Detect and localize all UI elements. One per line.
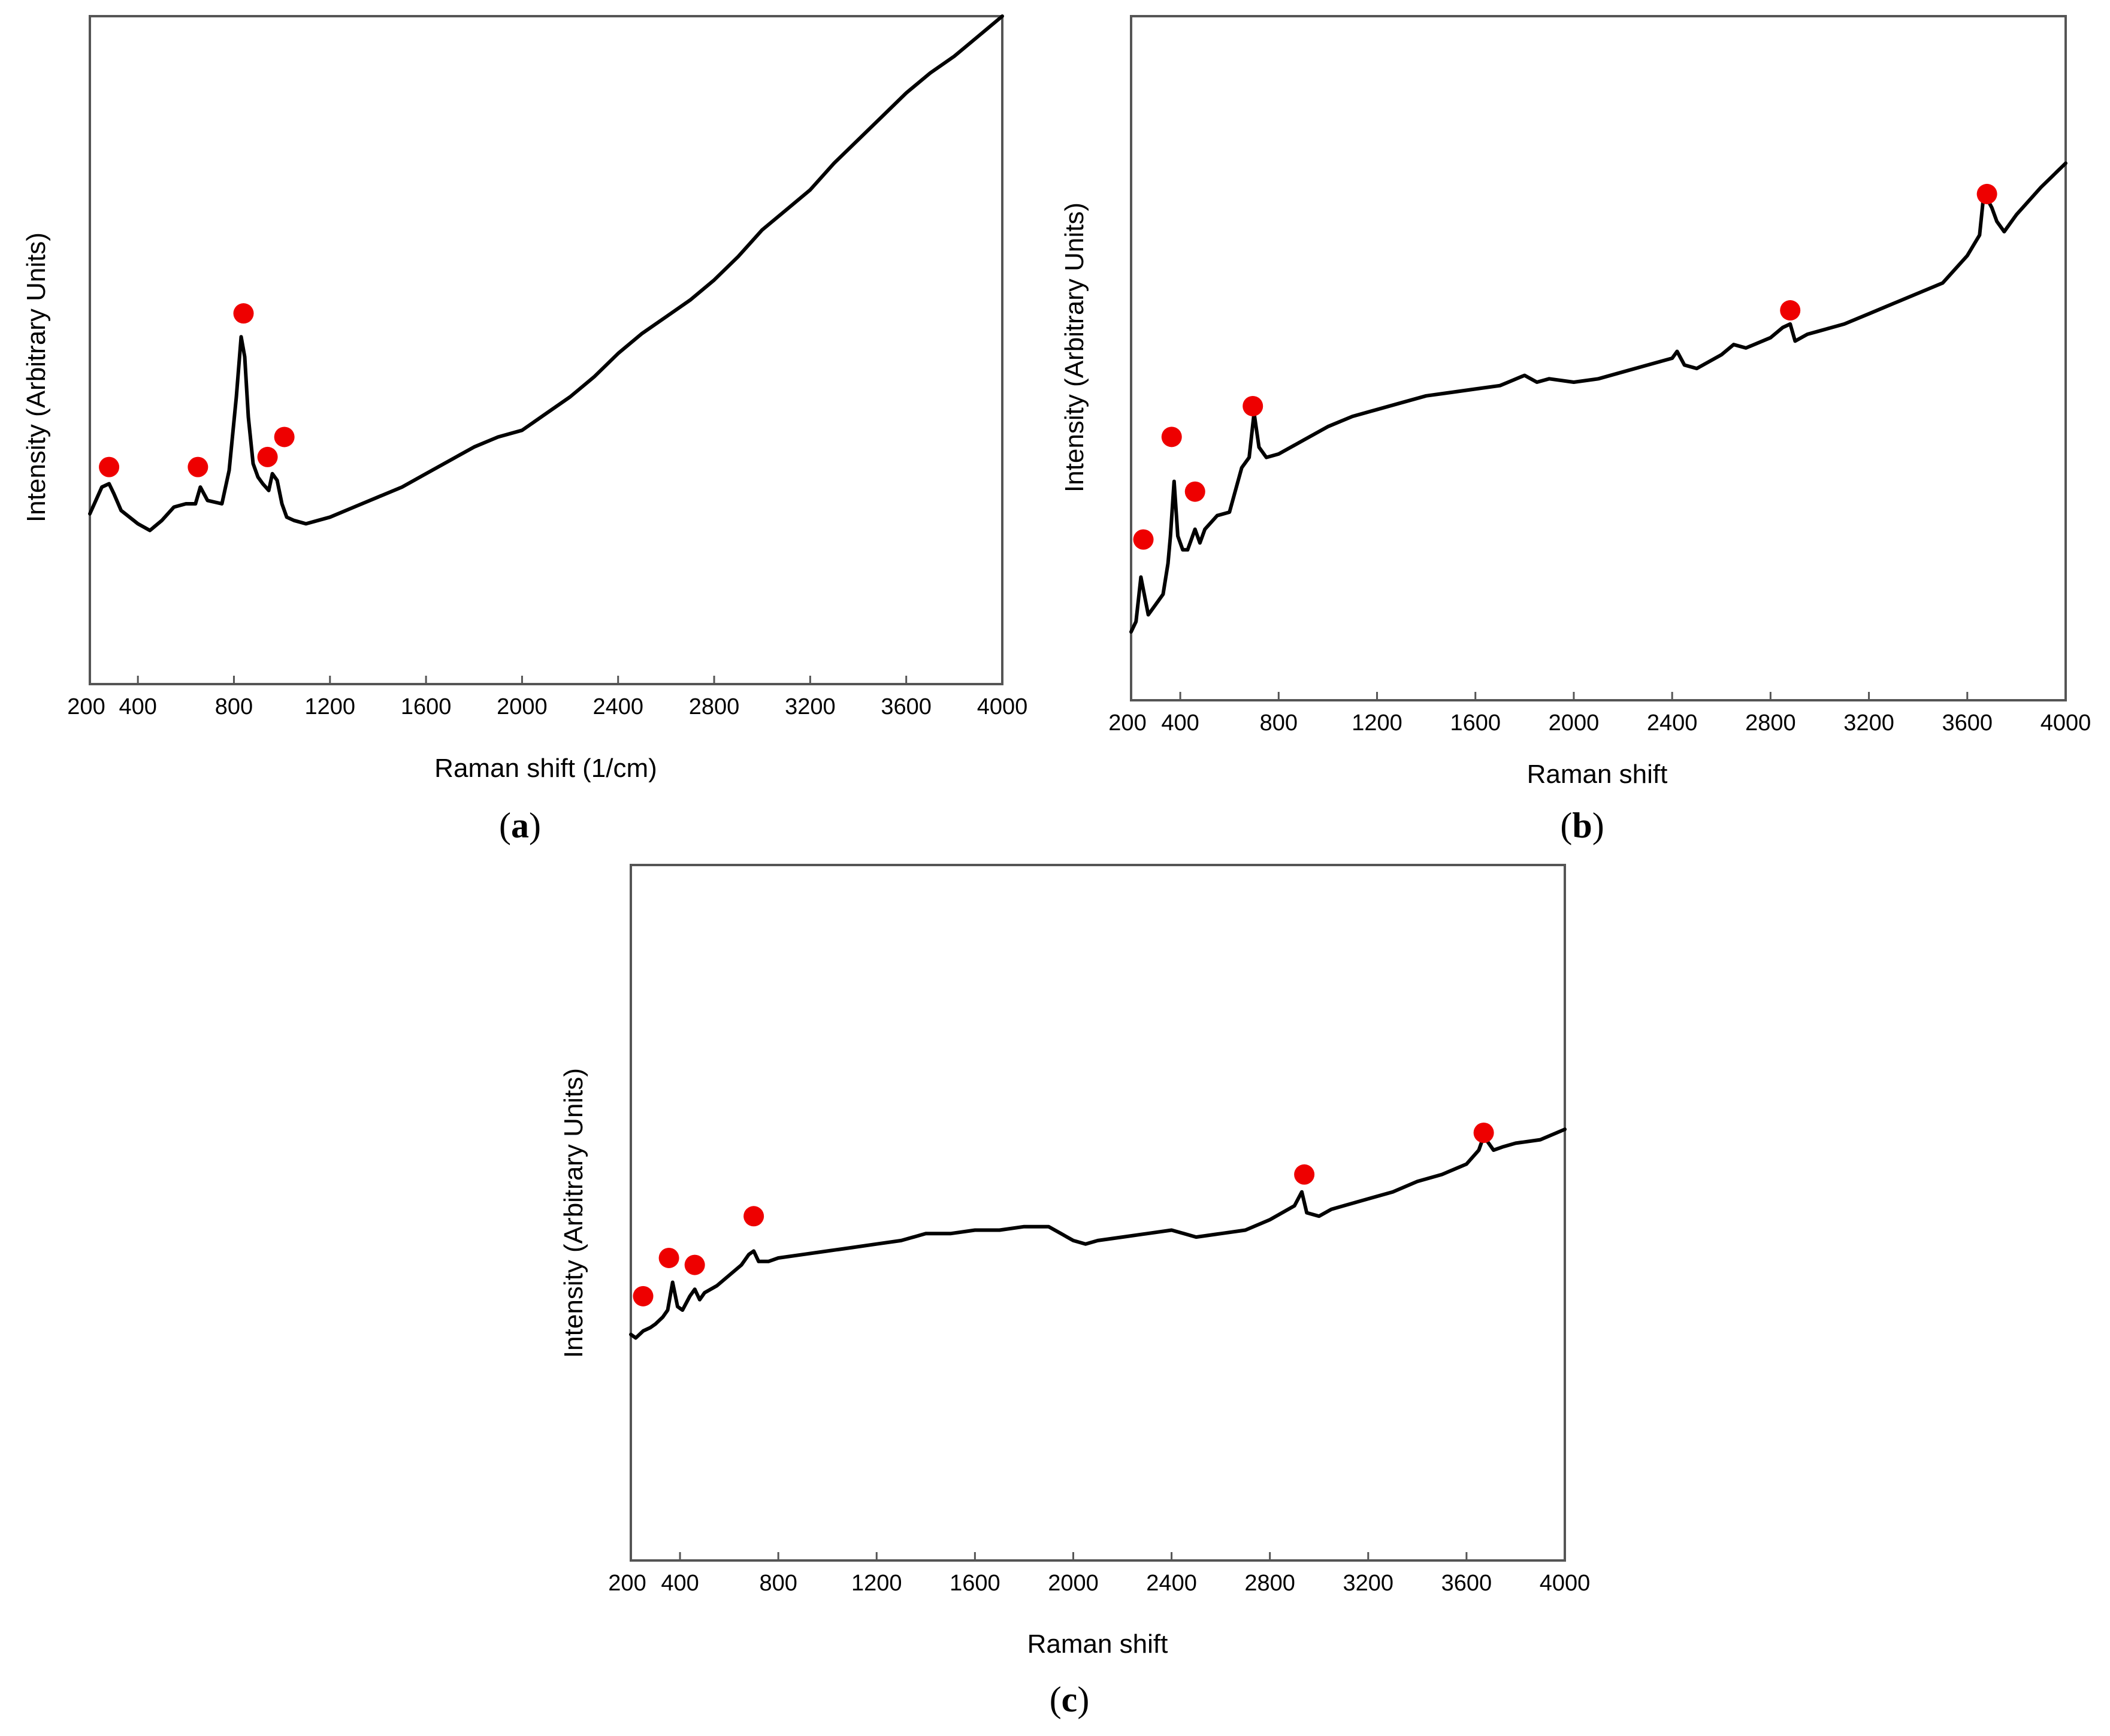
peak-markers-a <box>99 303 295 477</box>
x-tick-label: 1200 <box>1352 710 1402 736</box>
peak-marker <box>1184 481 1205 502</box>
x-tick-label: 3200 <box>1343 1571 1394 1596</box>
x-tick-label: 1200 <box>305 694 356 719</box>
panel-caption-a: (a) <box>499 806 541 845</box>
peak-marker <box>1473 1122 1494 1143</box>
x-tick-label: 2400 <box>1647 710 1698 736</box>
x-tick-label: 3600 <box>881 694 932 719</box>
x-tick-label: 800 <box>1260 710 1298 736</box>
x-tick-label: 4000 <box>1540 1571 1591 1596</box>
panel-caption-b: (b) <box>1560 806 1604 845</box>
x-tick-label: 800 <box>215 694 253 719</box>
peak-marker <box>1243 395 1263 416</box>
peak-marker <box>1780 300 1801 321</box>
y-axis-title-b: Intensity (Arbitrary Units) <box>1060 202 1089 492</box>
x-ticks-b: 200 400 800 1200 1600 2000 2400 2800 3200 3600 400… <box>1108 692 2091 736</box>
spectrum-line-a <box>88 14 1004 533</box>
peak-marker <box>233 303 254 324</box>
x-tick-label: 1600 <box>1450 710 1501 736</box>
peak-marker <box>1161 427 1182 447</box>
x-tick-label: 400 <box>119 694 156 719</box>
spectrum-line-b <box>1129 161 2067 634</box>
x-tick-label: 2000 <box>1549 710 1600 736</box>
spectrum-line-c <box>629 1127 1567 1340</box>
peak-marker <box>684 1254 705 1275</box>
panel-letter-b: b <box>1572 806 1592 845</box>
peak-marker <box>658 1247 679 1268</box>
x-tick-label: 2000 <box>497 694 548 719</box>
x-ticks-c: 200 400 800 1200 1600 2000 2400 2800 3200 3600 400… <box>608 1552 1590 1596</box>
peak-marker <box>633 1286 654 1306</box>
panel-c: 200 400 800 1200 1600 2000 2400 2800 3200 3600 400… <box>559 864 1590 1719</box>
x-tick-label: 2000 <box>1048 1571 1099 1596</box>
peak-marker <box>743 1206 764 1227</box>
x-tick-label: 2800 <box>1244 1571 1295 1596</box>
x-axis-title-c: Raman shift <box>1027 1629 1168 1659</box>
x-tick-label: 2800 <box>1745 710 1796 736</box>
peak-marker <box>188 456 208 477</box>
x-ticks-a: 200 400 800 1200 1600 2000 2400 2800 3200 3600 400… <box>67 676 1027 719</box>
x-tick-label: 200 <box>67 694 105 719</box>
x-tick-label: 1600 <box>950 1571 1000 1596</box>
plot-frame-c <box>630 864 1566 1562</box>
x-tick-label: 3600 <box>1441 1571 1492 1596</box>
plot-frame-a <box>89 15 1003 685</box>
peak-marker <box>1294 1164 1315 1185</box>
panel-letter-a: a <box>511 806 529 845</box>
plot-frame-b <box>1130 15 2067 701</box>
x-tick-label: 400 <box>1161 710 1199 736</box>
peak-marker <box>1133 529 1154 550</box>
peak-marker <box>274 427 295 447</box>
peak-marker <box>1976 183 1997 204</box>
peak-marker <box>99 456 120 477</box>
x-tick-label: 3200 <box>785 694 836 719</box>
panel-a: 200 400 800 1200 1600 2000 2400 2800 3200 3600 400… <box>22 14 1027 845</box>
x-tick-label: 3200 <box>1843 710 1894 736</box>
x-tick-label: 400 <box>661 1571 699 1596</box>
x-tick-label: 2800 <box>689 694 740 719</box>
y-axis-title-c: Intensity (Arbitrary Units) <box>559 1068 588 1358</box>
x-tick-label: 4000 <box>2041 710 2091 736</box>
panel-b: 200 400 800 1200 1600 2000 2400 2800 3200 3600 400… <box>1060 15 2091 845</box>
panel-caption-c: (c) <box>1050 1680 1090 1719</box>
x-tick-label: 2400 <box>1146 1571 1197 1596</box>
x-tick-label: 800 <box>759 1571 797 1596</box>
peak-marker <box>257 446 278 467</box>
x-tick-label: 2400 <box>593 694 643 719</box>
x-tick-label: 1200 <box>851 1571 902 1596</box>
x-axis-title-b: Raman shift <box>1527 760 1668 789</box>
peak-markers-c <box>633 1122 1494 1306</box>
x-tick-label: 1600 <box>401 694 452 719</box>
panel-letter-c: c <box>1062 1680 1078 1719</box>
x-tick-label: 4000 <box>977 694 1028 719</box>
peak-markers-b <box>1133 183 1997 550</box>
x-tick-label: 200 <box>1108 710 1146 736</box>
x-tick-label: 3600 <box>1942 710 1993 736</box>
y-axis-title-a: Intensity (Arbitrary Units) <box>22 232 51 522</box>
x-tick-label: 200 <box>608 1571 646 1596</box>
x-axis-title-a: Raman shift (1/cm) <box>434 754 657 783</box>
